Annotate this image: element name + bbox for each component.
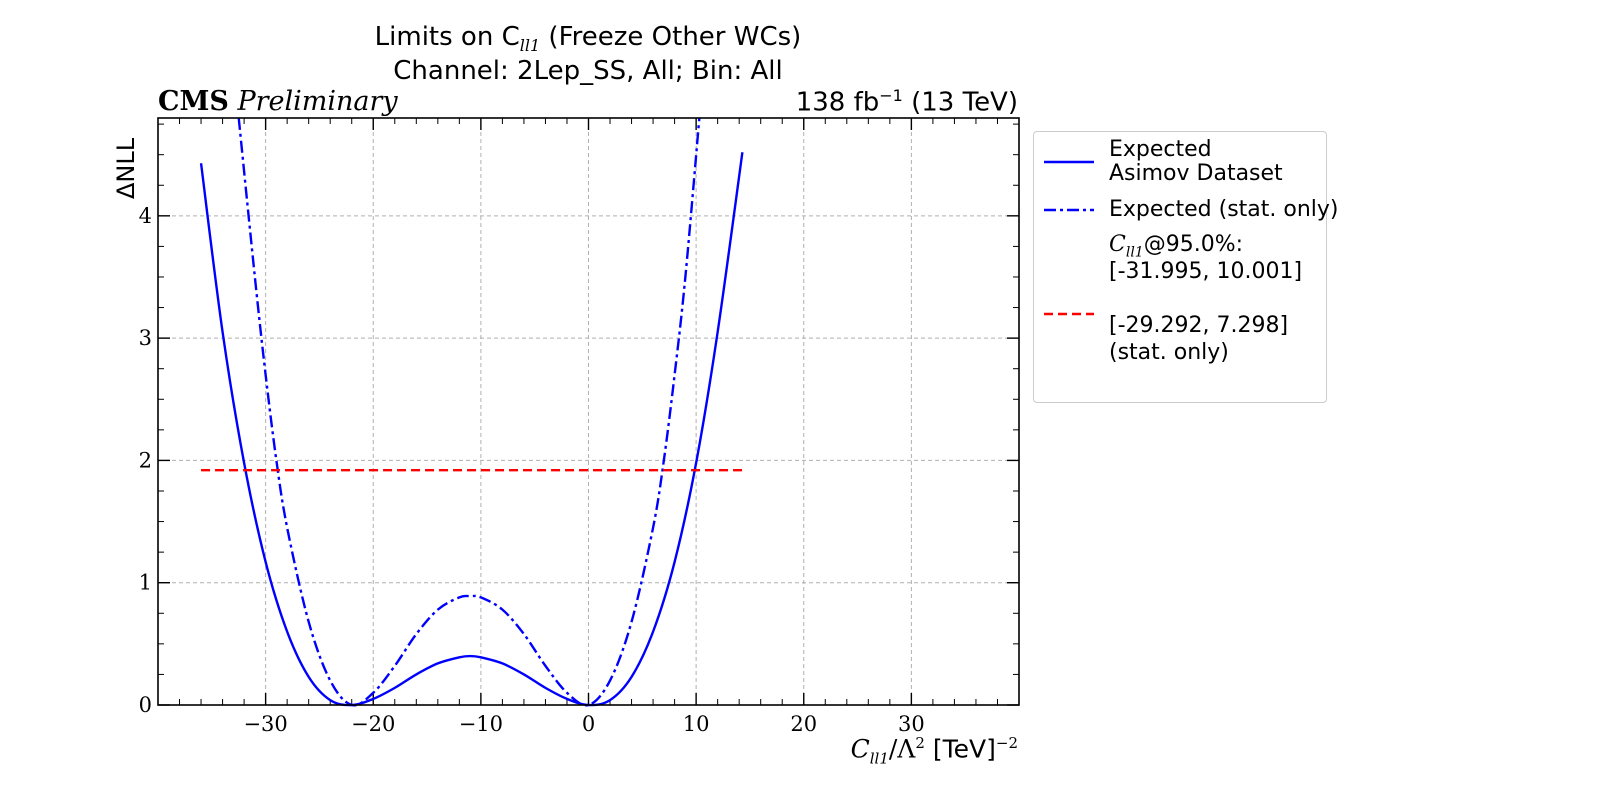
x-tick-label: 10: [683, 712, 710, 736]
legend-cl-subscript: ll1: [1125, 244, 1144, 261]
cms-text: CMS: [158, 86, 229, 117]
legend-cl-label: Cll1@95.0%:: [1109, 233, 1243, 264]
x-tick-label: 0: [582, 712, 595, 736]
title-subscript: ll1: [519, 36, 541, 56]
x-tick-label: −20: [351, 712, 395, 736]
x-tick-label: 30: [898, 712, 925, 736]
series-stat-only-line: [237, 117, 701, 707]
tick-labels: −30 −20 −10 0 10 20 30 0 1 2 3 4: [139, 204, 925, 736]
y-tick-label: 1: [139, 571, 152, 595]
legend-dashdot-swatch: [1044, 208, 1094, 212]
lumi-exponent: −1: [879, 86, 903, 105]
chart-subtitle: Channel: 2Lep_SS, All; Bin: All: [393, 56, 783, 86]
x-tick-label: 20: [790, 712, 817, 736]
data-series: [199, 117, 744, 707]
legend-solid-swatch: [1044, 160, 1094, 164]
chart-title: Limits on Cll1 (Freeze Other WCs): [268, 22, 908, 55]
legend-interval-stat-note: (stat. only): [1109, 340, 1229, 365]
x-tick-label: −30: [243, 712, 287, 736]
legend-stat-only: Expected (stat. only): [1109, 197, 1339, 222]
legend-cl-symbol: C: [1109, 232, 1126, 257]
legend-interval-stat: [-29.292, 7.298]: [1109, 313, 1289, 338]
axes-frame: [157, 117, 1020, 706]
title-text: Limits on C: [374, 22, 520, 52]
lumi-label: 138 fb−1 (13 TeV): [796, 86, 1018, 118]
title-text-rest: (Freeze Other WCs): [540, 22, 802, 52]
lumi-energy: (13 TeV): [902, 87, 1018, 118]
grid-lines: [158, 118, 1019, 706]
legend-interval-full: [-31.995, 10.001]: [1109, 259, 1303, 284]
legend: Expected Asimov Dataset Expected (stat. …: [1033, 131, 1339, 403]
y-tick-label: 4: [139, 204, 152, 228]
cms-preliminary: Preliminary: [237, 86, 398, 117]
legend-expected-line2: Asimov Dataset: [1109, 161, 1283, 186]
legend-cl-rest: @95.0%:: [1143, 232, 1244, 257]
lumi-value: 138 fb: [795, 87, 880, 118]
cms-label: CMS Preliminary: [158, 86, 398, 117]
legend-expected-line1: Expected: [1109, 137, 1212, 162]
y-tick-label: 0: [139, 693, 152, 717]
legend-dashed-swatch: [1044, 312, 1094, 316]
y-tick-label: 2: [139, 448, 152, 472]
y-tick-label: 3: [139, 326, 152, 350]
x-tick-label: −10: [459, 712, 503, 736]
x-axis-label: Cll1/Λ2 [TeV]−2: [850, 734, 1018, 768]
series-expected-line: [199, 152, 744, 707]
